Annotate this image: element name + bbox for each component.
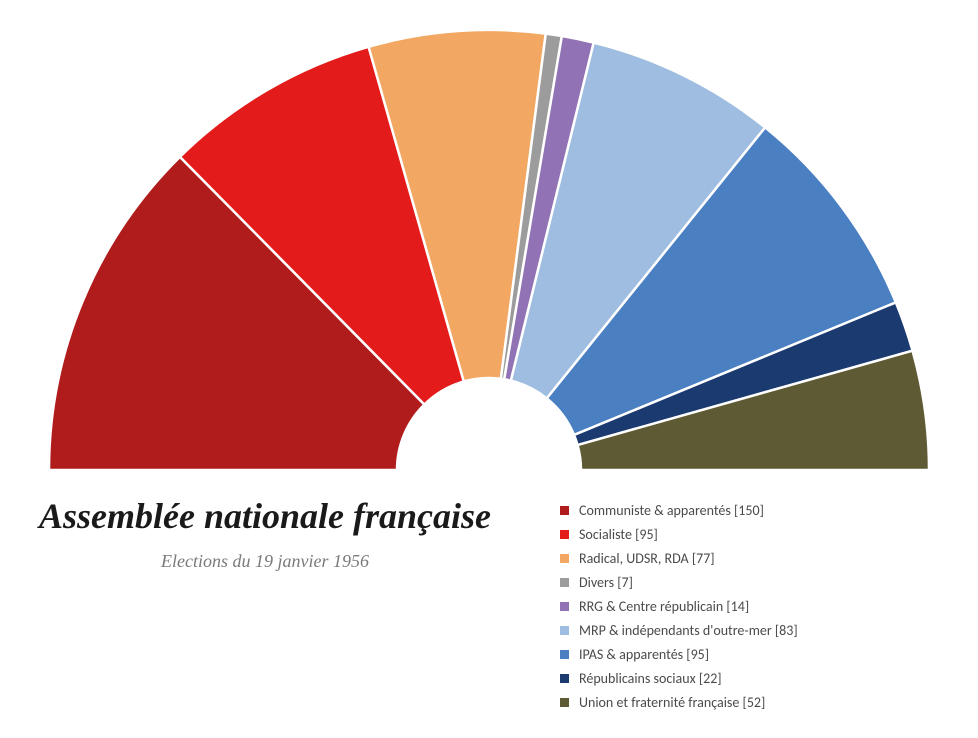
legend: Communiste & apparentés [150] Socialiste … (560, 498, 798, 714)
legend-swatch (560, 554, 569, 563)
legend-swatch (560, 578, 569, 587)
legend-label: Divers [7] (579, 574, 633, 591)
legend-label: IPAS & apparentés [95] (579, 646, 709, 663)
legend-swatch (560, 602, 569, 611)
title-block: Assemblée nationale française Elections … (30, 495, 500, 572)
legend-row: Divers [7] (560, 570, 798, 594)
legend-label: RRG & Centre républicain [14] (579, 598, 749, 615)
legend-label: Républicains sociaux [22] (579, 670, 722, 687)
legend-row: Radical, UDSR, RDA [77] (560, 546, 798, 570)
legend-label: Communiste & apparentés [150] (579, 502, 764, 519)
legend-label: Union et fraternité française [52] (579, 694, 765, 711)
legend-swatch (560, 530, 569, 539)
hemicycle-svg (0, 0, 978, 738)
legend-row: Communiste & apparentés [150] (560, 498, 798, 522)
legend-row: RRG & Centre républicain [14] (560, 594, 798, 618)
legend-row: IPAS & apparentés [95] (560, 642, 798, 666)
legend-label: MRP & indépendants d'outre-mer [83] (579, 622, 798, 639)
legend-swatch (560, 674, 569, 683)
legend-swatch (560, 698, 569, 707)
legend-label: Radical, UDSR, RDA [77] (579, 550, 715, 567)
legend-row: Républicains sociaux [22] (560, 666, 798, 690)
chart-subtitle: Elections du 19 janvier 1956 (30, 551, 500, 572)
chart-title: Assemblée nationale française (30, 495, 500, 537)
legend-row: Union et fraternité française [52] (560, 690, 798, 714)
legend-label: Socialiste [95] (579, 526, 658, 543)
legend-row: MRP & indépendants d'outre-mer [83] (560, 618, 798, 642)
legend-swatch (560, 506, 569, 515)
hemicycle-chart: Assemblée nationale française Elections … (0, 0, 978, 738)
legend-swatch (560, 626, 569, 635)
legend-swatch (560, 650, 569, 659)
legend-row: Socialiste [95] (560, 522, 798, 546)
